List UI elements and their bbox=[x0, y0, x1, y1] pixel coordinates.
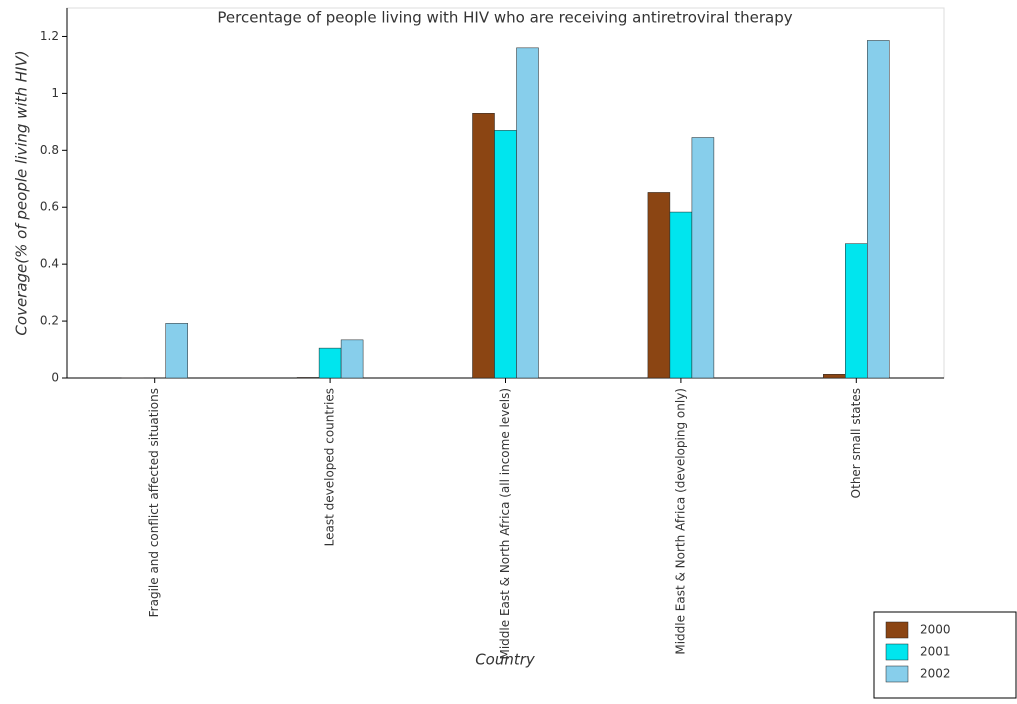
y-axis-label: Coverage(% of people living with HIV) bbox=[13, 50, 31, 335]
y-tick-label: 0.4 bbox=[40, 257, 59, 271]
y-tick-label: 1.2 bbox=[40, 29, 59, 43]
x-tick-label: Least developed countries bbox=[323, 388, 337, 546]
legend-swatch bbox=[886, 622, 908, 638]
bar bbox=[495, 130, 517, 378]
x-tick-label: Other small states bbox=[849, 388, 863, 498]
legend-label: 2002 bbox=[920, 667, 951, 681]
bar bbox=[297, 377, 319, 378]
bar bbox=[867, 40, 889, 378]
bar bbox=[341, 340, 363, 378]
bar bbox=[670, 212, 692, 378]
y-tick-label: 0 bbox=[51, 371, 59, 385]
y-tick-label: 0.8 bbox=[40, 143, 59, 157]
chart-title: Percentage of people living with HIV who… bbox=[217, 9, 792, 27]
bar bbox=[166, 323, 188, 378]
legend-swatch bbox=[886, 644, 908, 660]
bar bbox=[648, 192, 670, 378]
legend-label: 2001 bbox=[920, 645, 951, 659]
bar bbox=[692, 138, 714, 379]
x-tick-label: Middle East & North Africa (developing o… bbox=[673, 388, 687, 655]
bar bbox=[473, 113, 495, 378]
y-tick-label: 1 bbox=[51, 86, 59, 100]
legend-swatch bbox=[886, 666, 908, 682]
bar bbox=[845, 244, 867, 378]
x-tick-label: Middle East & North Africa (all income l… bbox=[498, 388, 512, 660]
bar bbox=[823, 374, 845, 378]
legend-label: 2000 bbox=[920, 623, 951, 637]
x-tick-label: Fragile and conflict affected situations bbox=[147, 388, 161, 617]
bar bbox=[319, 348, 341, 378]
bar bbox=[517, 48, 539, 378]
y-tick-label: 0.6 bbox=[40, 200, 59, 214]
y-tick-label: 0.2 bbox=[40, 314, 59, 328]
